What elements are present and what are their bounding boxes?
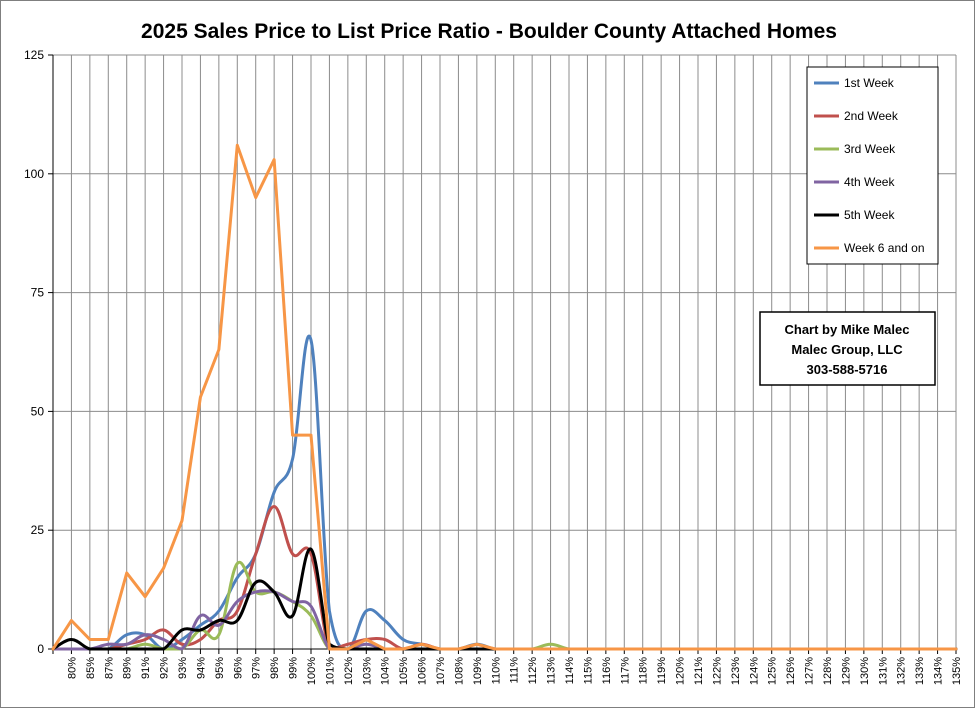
x-tick-label: 125% [767,657,779,685]
x-tick-label: 105% [398,657,410,685]
x-tick-label: 95% [214,657,226,679]
axes: 0 25 50 75 100 125 80% 85% 87% 89% 91% 92% 93% 94% 95%… [24,48,963,685]
x-tick-label: 131% [877,657,889,685]
credit-border [759,311,936,386]
x-tick-label: 117% [619,657,631,685]
x-tick-label: 132% [896,657,908,685]
y-tick-label: 75 [31,286,45,300]
x-tick-label: 106% [417,657,429,685]
x-tick-label: 116% [601,657,613,685]
legend-label: 3rd Week [844,142,896,156]
x-tick-label: 91% [140,657,152,679]
x-tick-label: 112% [527,657,539,685]
x-tick-label: 108% [453,657,465,685]
x-tick-label: 102% [343,657,355,685]
x-tick-label: 135% [951,657,963,685]
x-tick-label: 128% [822,657,834,685]
y-tick-label: 0 [37,642,44,656]
x-tick-label: 115% [582,657,594,685]
x-tick-label: 122% [711,657,723,685]
x-tick-label: 133% [914,657,926,685]
x-tick-label: 111% [509,657,521,684]
x-tick-label: 110% [490,657,502,685]
legend-label: 5th Week [844,208,895,222]
legend-label: 2nd Week [844,109,899,123]
x-tick-label: 94% [195,657,207,679]
x-tick-label: 87% [103,657,115,679]
x-tick-label: 103% [361,657,373,685]
x-tick-label: 92% [159,657,171,679]
x-tick-label: 126% [785,657,797,685]
x-tick-label: 129% [840,657,852,685]
credit-company: Malec Group, LLC [791,342,903,357]
y-tick-label: 50 [31,404,45,418]
x-tick-label: 96% [232,657,244,679]
legend-label: 1st Week [844,76,895,90]
x-tick-label: 124% [748,657,760,685]
x-tick-label: 99% [288,657,300,679]
x-tick-label: 98% [269,657,281,679]
x-tick-label: 107% [435,657,447,685]
legend-label: Week 6 and on [844,241,925,255]
x-tick-label: 121% [693,657,705,685]
x-tick-label: 80% [66,657,78,679]
x-tick-label: 123% [730,657,742,685]
x-tick-label: 89% [122,657,134,679]
credit-author: Chart by Mike Malec [785,322,910,337]
legend: 1st Week 2nd Week 3rd Week 4th Week 5th Week… [806,66,939,265]
x-tick-label: 120% [675,657,687,685]
x-tick-label: 85% [85,657,97,679]
x-tick-label: 93% [177,657,189,679]
y-tick-label: 25 [31,523,45,537]
credit-box: Chart by Mike Malec Malec Group, LLC 303… [759,311,936,386]
legend-label: 4th Week [844,175,895,189]
x-tick-label: 101% [324,657,336,685]
x-tick-label: 127% [804,657,816,685]
x-tick-label: 104% [380,657,392,685]
x-tick-label: 97% [251,657,263,679]
legend-box [806,66,939,265]
y-tick-label: 100 [24,167,44,181]
x-tick-label: 119% [656,657,668,685]
x-tick-label: 100% [306,657,318,685]
series-lines [51,143,958,651]
credit-phone: 303-588-5716 [807,362,888,377]
x-tick-label: 114% [564,657,576,685]
x-tick-label: 113% [546,657,558,685]
x-tick-label: 118% [638,657,650,685]
x-tick-label: 130% [859,657,871,685]
chart-title: 2025 Sales Price to List Price Ratio - B… [141,20,837,43]
x-tick-label: 109% [472,657,484,685]
series-line-week-6-and-on [51,143,958,651]
y-tick-label: 125 [24,48,44,62]
x-tick-label: 134% [933,657,945,685]
